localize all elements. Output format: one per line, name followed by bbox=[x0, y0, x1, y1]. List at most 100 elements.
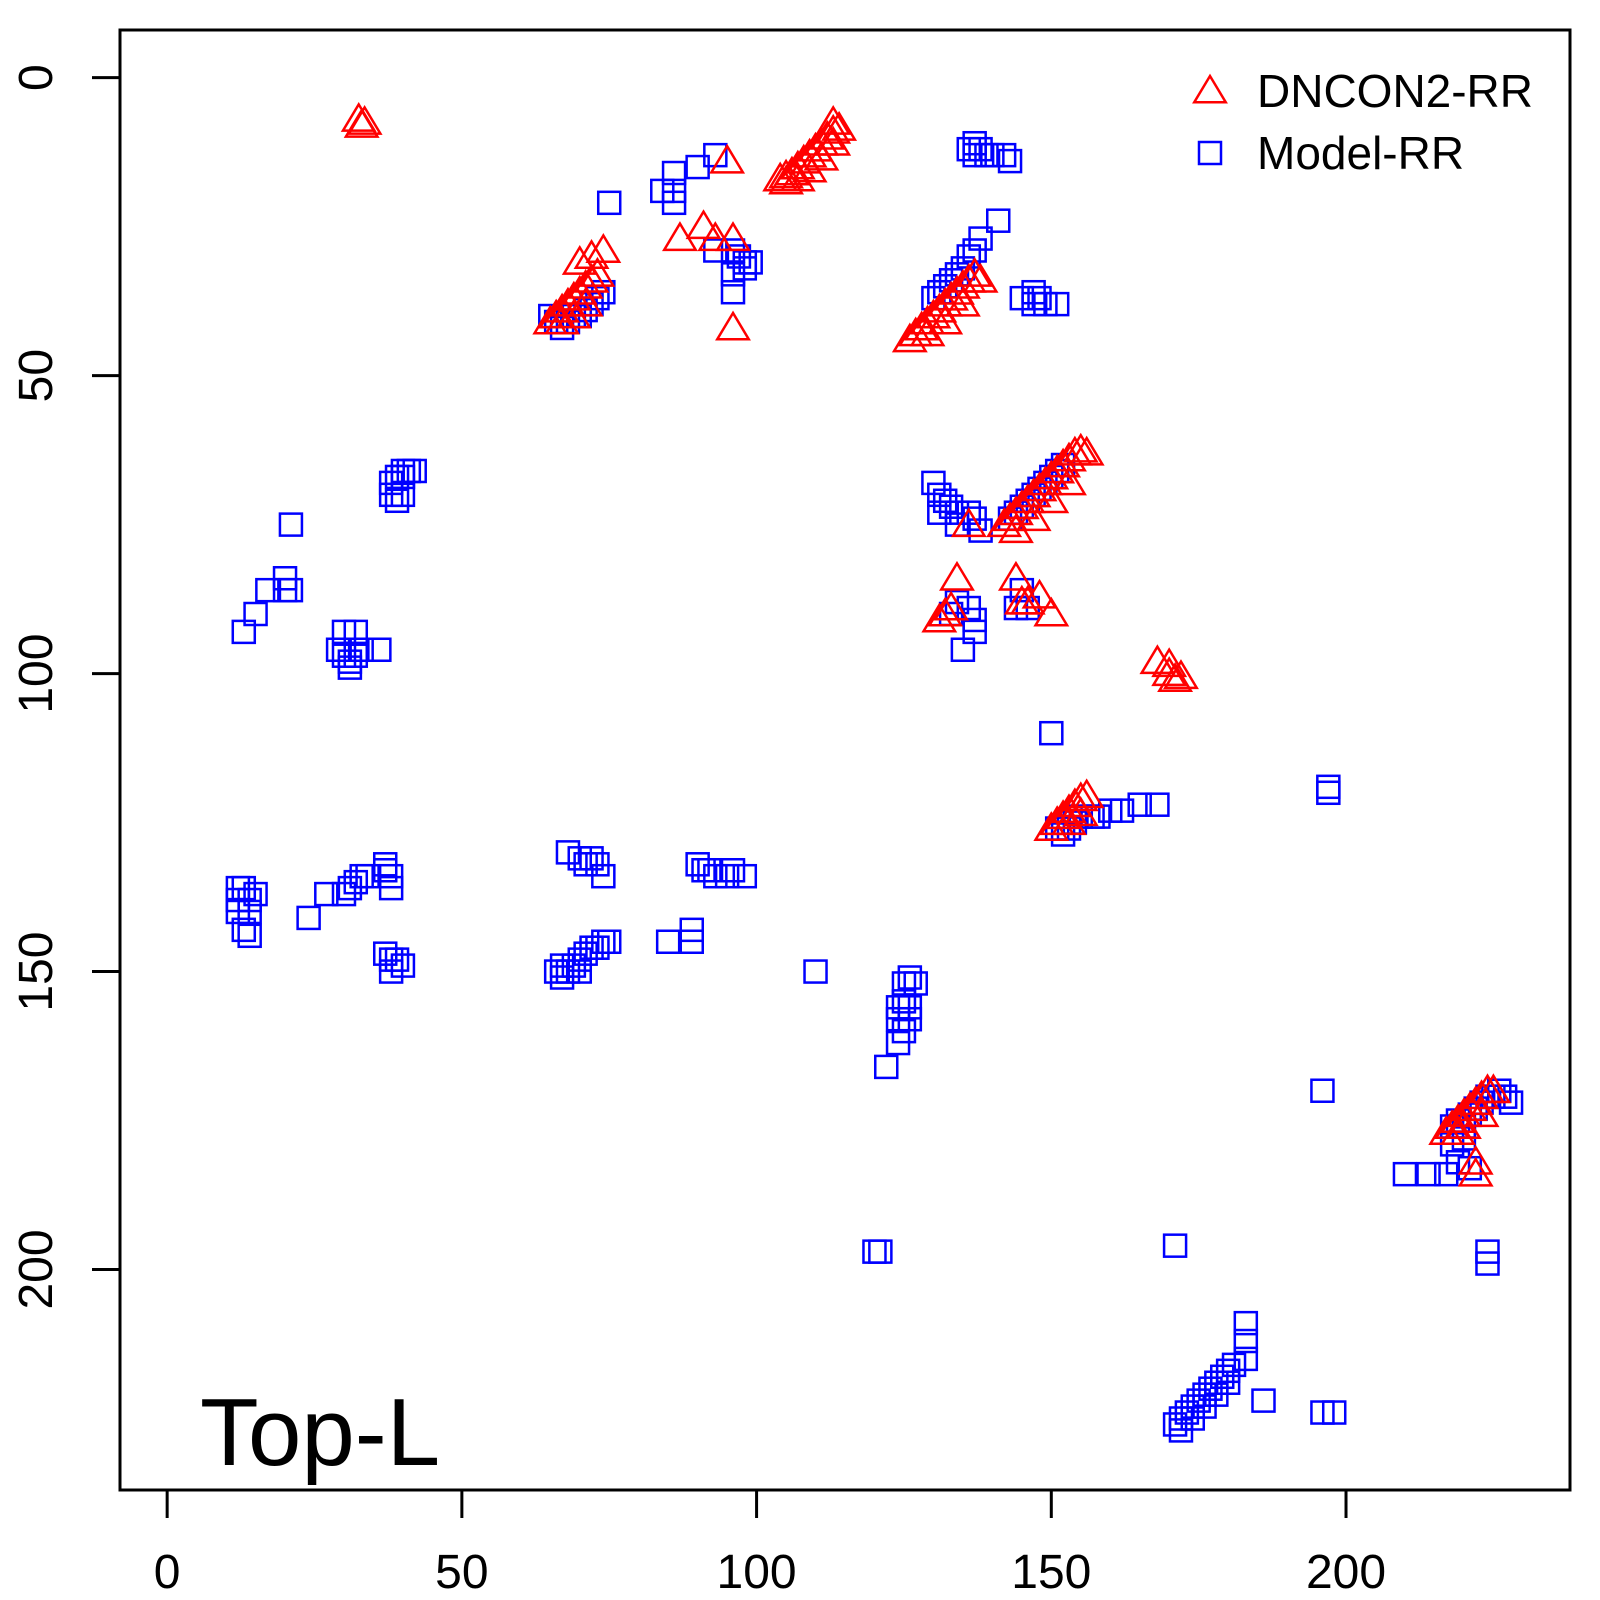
dncon2-point bbox=[809, 119, 846, 150]
dncon2-point bbox=[950, 507, 987, 538]
dncon2-point bbox=[1163, 659, 1199, 690]
model-point bbox=[278, 512, 304, 537]
dncon2-point bbox=[1440, 1115, 1476, 1145]
y-tick-label: 100 bbox=[10, 634, 63, 714]
dncon2-point bbox=[933, 590, 970, 621]
dncon2-point bbox=[1062, 432, 1099, 463]
dncon2-point bbox=[1475, 1073, 1512, 1104]
model-point bbox=[714, 863, 740, 889]
dncon2-point bbox=[1033, 596, 1070, 627]
model-point bbox=[1251, 1388, 1276, 1413]
dncon2-point bbox=[815, 125, 852, 156]
model-point bbox=[378, 875, 404, 901]
model-point bbox=[1416, 1161, 1441, 1187]
model-point bbox=[868, 1239, 893, 1264]
dncon2-point bbox=[573, 262, 610, 293]
y-tick-label: 150 bbox=[10, 932, 63, 1012]
y-axis: 0 50 100 150 200 bbox=[10, 64, 122, 1310]
dncon2-point bbox=[1033, 483, 1070, 514]
model-point bbox=[862, 1239, 887, 1264]
dncon2-point bbox=[939, 560, 975, 591]
series-dncon2-rr bbox=[340, 101, 1512, 1187]
dncon2-point bbox=[561, 244, 598, 275]
dncon2-point bbox=[1021, 578, 1058, 609]
model-point bbox=[1021, 291, 1046, 317]
dncon2-point bbox=[962, 262, 999, 293]
model-point bbox=[378, 959, 404, 984]
model-point bbox=[655, 929, 681, 955]
model-point bbox=[243, 881, 268, 907]
dncon2-point bbox=[1151, 656, 1188, 687]
legend: DNCON2-RR Model-RR bbox=[1192, 65, 1533, 179]
plot-frame bbox=[118, 28, 1572, 1492]
model-point bbox=[231, 917, 257, 943]
model-point bbox=[991, 142, 1017, 168]
model-point bbox=[1109, 798, 1135, 823]
model-point bbox=[1027, 285, 1052, 311]
model-point bbox=[272, 577, 298, 603]
legend-label: DNCON2-RR bbox=[1257, 65, 1533, 117]
model-point bbox=[1127, 792, 1152, 817]
x-tick-label: 50 bbox=[435, 1546, 488, 1599]
dncon2-point bbox=[1062, 796, 1099, 827]
model-point bbox=[1162, 1412, 1188, 1437]
dncon2-point bbox=[815, 104, 852, 135]
dncon2-point bbox=[715, 310, 751, 341]
dncon2-point bbox=[779, 161, 816, 192]
y-tick-label: 0 bbox=[10, 64, 63, 91]
y-tick-label: 200 bbox=[10, 1229, 63, 1309]
model-point bbox=[897, 965, 923, 990]
dncon2-point bbox=[1051, 805, 1087, 836]
legend-marker-square bbox=[1197, 140, 1223, 166]
model-point bbox=[591, 863, 616, 889]
dncon2-point bbox=[927, 304, 964, 335]
model-point bbox=[1316, 774, 1341, 800]
model-point bbox=[732, 863, 758, 889]
model-point bbox=[237, 923, 262, 949]
x-tick-label: 100 bbox=[717, 1546, 797, 1599]
y-tick-label: 50 bbox=[10, 349, 63, 402]
model-point bbox=[661, 190, 687, 216]
model-point bbox=[1310, 1078, 1335, 1103]
model-point bbox=[685, 154, 710, 180]
dncon2-point bbox=[956, 256, 993, 287]
model-point bbox=[950, 637, 976, 663]
dncon2-point bbox=[685, 209, 722, 240]
model-point bbox=[997, 148, 1023, 174]
model-point bbox=[596, 929, 622, 955]
model-point bbox=[1215, 1370, 1241, 1395]
model-point bbox=[732, 256, 758, 281]
dncon2-point bbox=[1015, 501, 1052, 532]
model-point bbox=[1162, 1233, 1188, 1258]
model-point bbox=[296, 905, 321, 931]
model-point bbox=[1321, 1400, 1347, 1425]
series-model-rr bbox=[225, 130, 1524, 1443]
model-point bbox=[596, 190, 622, 216]
model-point bbox=[1392, 1161, 1418, 1187]
model-point bbox=[1145, 792, 1170, 817]
x-tick-label: 150 bbox=[1011, 1546, 1091, 1599]
model-point bbox=[986, 208, 1011, 233]
dncon2-point bbox=[768, 158, 805, 189]
model-point bbox=[1044, 291, 1070, 317]
dncon2-point bbox=[944, 286, 981, 317]
legend-marker-triangle bbox=[1192, 73, 1228, 104]
dncon2-point bbox=[1003, 584, 1040, 615]
dncon2-point bbox=[1457, 1144, 1494, 1175]
dncon2-point bbox=[997, 560, 1034, 591]
x-tick-label: 200 bbox=[1306, 1546, 1386, 1599]
model-point bbox=[874, 1054, 899, 1080]
model-point bbox=[567, 959, 593, 984]
model-point bbox=[1492, 1084, 1518, 1109]
model-point bbox=[1475, 1251, 1500, 1276]
x-axis: 0 50 100 150 200 bbox=[154, 1488, 1386, 1599]
model-point bbox=[231, 619, 257, 645]
model-point bbox=[803, 959, 828, 984]
model-point bbox=[891, 989, 917, 1014]
dncon2-point bbox=[803, 140, 840, 171]
x-tick-label: 0 bbox=[154, 1546, 181, 1599]
dncon2-point bbox=[715, 221, 751, 252]
dncon2-point bbox=[343, 107, 380, 138]
model-point bbox=[237, 899, 262, 925]
